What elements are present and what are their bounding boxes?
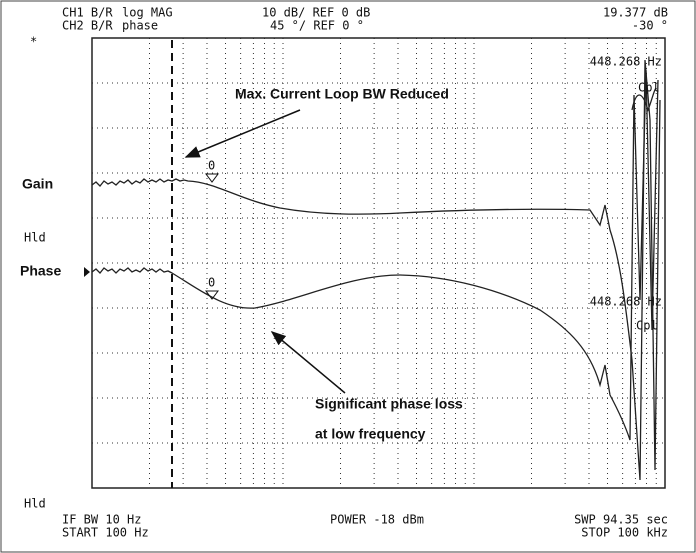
- ch2-scale: 45 °/ REF 0 °: [270, 19, 364, 33]
- marker-label: 0: [208, 159, 215, 173]
- gain-label: Gain: [22, 176, 53, 192]
- phase-label: Phase: [20, 263, 61, 279]
- ch1-scale: 10 dB/ REF 0 dB: [262, 6, 370, 20]
- if-bw: IF BW 10 Hz: [62, 513, 141, 527]
- annotation: at low frequency: [315, 426, 426, 442]
- ch2-label: CH2 B/R: [62, 19, 113, 33]
- ch2-marker: -30 °: [632, 19, 668, 33]
- marker-freq: 448.268 Hz: [590, 295, 662, 309]
- star: *: [30, 35, 37, 49]
- arrow: [270, 331, 346, 394]
- hld: Hld: [24, 231, 46, 245]
- cpl: Cpl: [636, 319, 658, 333]
- annotation: Significant phase loss: [315, 396, 463, 412]
- marker: [205, 173, 219, 183]
- marker: [205, 290, 219, 300]
- ch1-marker: 19.377 dB: [603, 6, 668, 20]
- phase-trace: [91, 69, 659, 441]
- power: POWER -18 dBm: [330, 513, 424, 527]
- ch2-format: phase: [122, 19, 158, 33]
- marker-freq: 448.268 Hz: [590, 55, 662, 69]
- plot-border: [91, 37, 666, 489]
- marker-label: 0: [208, 276, 215, 290]
- sweep: SWP 94.35 sec: [574, 513, 668, 527]
- arrow: [184, 109, 301, 158]
- stop: STOP 100 kHz: [581, 526, 668, 540]
- ch1-format: log MAG: [122, 6, 173, 20]
- phase-pointer: [84, 267, 90, 277]
- ch1-label: CH1 B/R: [62, 6, 113, 20]
- cpl: Cpl: [638, 81, 660, 95]
- grid: [92, 38, 665, 488]
- annotation: Max. Current Loop BW Reduced: [235, 86, 449, 102]
- hld: Hld: [24, 497, 46, 511]
- start: START 100 Hz: [62, 526, 149, 540]
- gain-trace: [91, 59, 661, 481]
